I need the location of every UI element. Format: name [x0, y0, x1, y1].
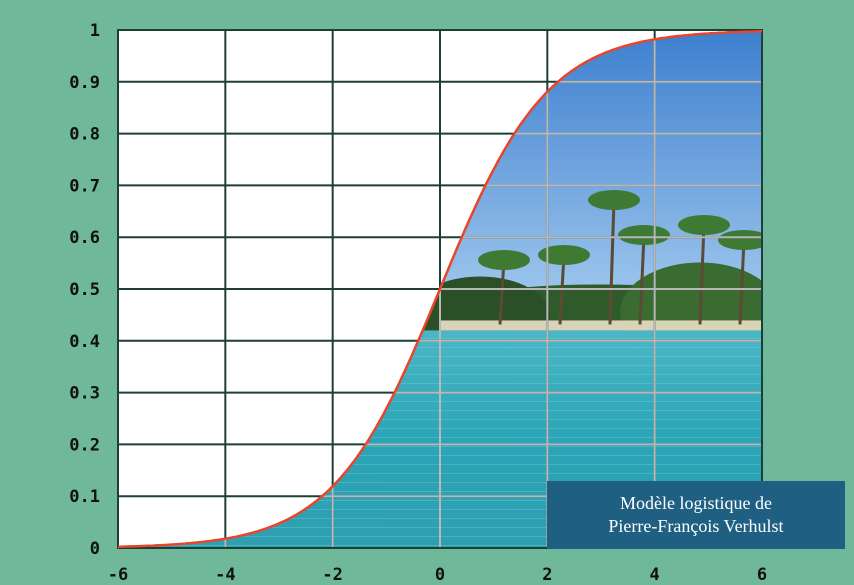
y-tick-label: 0.7 — [69, 176, 100, 196]
y-tick-label: 0.4 — [69, 332, 100, 352]
plot-frame — [117, 29, 763, 549]
island-palms — [400, 190, 762, 363]
x-tick-label: 4 — [650, 565, 660, 585]
y-tick-label: 0 — [90, 539, 100, 559]
y-axis-tick-labels: 0 0.1 0.2 0.3 0.4 0.5 0.6 0.7 0.8 0.9 1 — [69, 21, 100, 559]
x-tick-label: -2 — [322, 565, 342, 585]
x-axis-tick-labels: -6 -4 -2 0 2 4 6 — [108, 565, 767, 585]
y-tick-label: 1 — [90, 21, 100, 41]
caption-line-1: Modèle logistique de — [620, 492, 772, 513]
x-tick-label: 2 — [542, 565, 552, 585]
x-tick-label: 0 — [435, 565, 445, 585]
x-tick-label: -6 — [108, 565, 128, 585]
y-tick-label: 0.1 — [69, 487, 100, 507]
y-tick-label: 0.3 — [69, 384, 100, 404]
x-tick-label: -4 — [215, 565, 235, 585]
y-tick-label: 0.9 — [69, 73, 100, 93]
x-tick-label: 6 — [757, 565, 767, 585]
y-tick-label: 0.5 — [69, 280, 100, 300]
caption-box: Modèle logistique de Pierre-François Ver… — [547, 481, 845, 549]
caption-line-2: Pierre-François Verhulst — [608, 516, 784, 536]
y-tick-label: 0.6 — [69, 228, 100, 248]
logistic-curve — [118, 30, 762, 548]
y-tick-label: 0.8 — [69, 125, 100, 145]
y-tick-label: 0.2 — [69, 435, 100, 455]
